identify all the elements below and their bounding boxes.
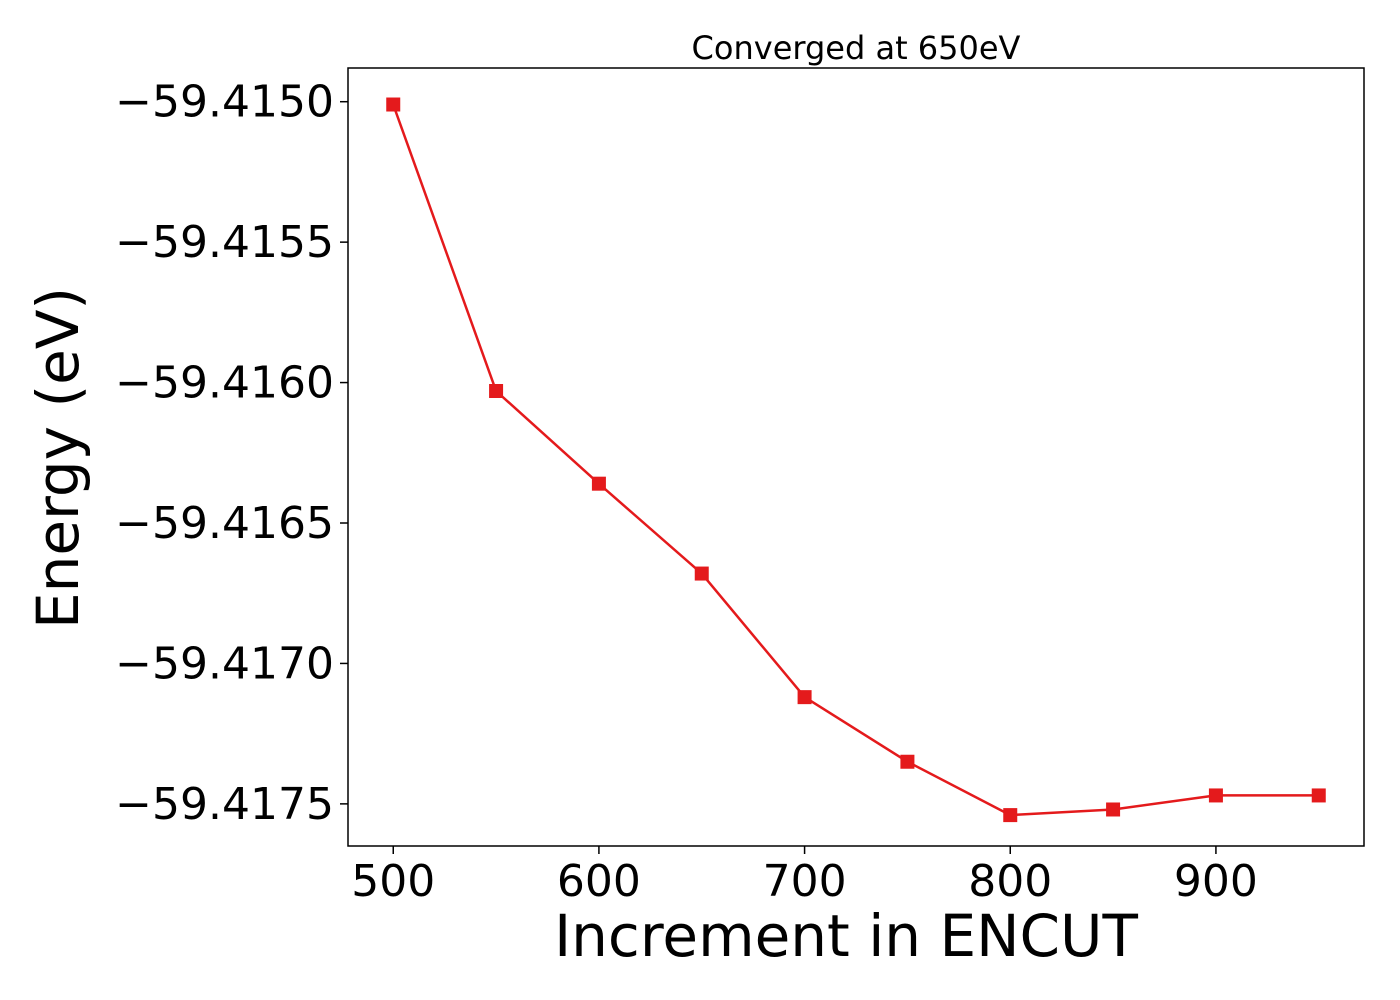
data-point (1003, 808, 1018, 823)
y-tick-label: −59.4165 (115, 498, 334, 549)
x-tick-label: 800 (968, 856, 1052, 907)
y-tick-label: −59.4175 (115, 779, 334, 830)
data-point (1208, 788, 1223, 803)
y-tick-label: −59.4150 (115, 77, 334, 128)
x-tick-label: 900 (1174, 856, 1258, 907)
data-point (386, 97, 401, 112)
data-point (900, 754, 915, 769)
y-tick-label: −59.4170 (115, 638, 334, 689)
y-tick-label: −59.4155 (115, 217, 334, 268)
data-point (1106, 802, 1121, 817)
chart-title: Converged at 650eV (692, 29, 1021, 67)
data-point (591, 476, 606, 491)
data-point (489, 383, 504, 398)
x-axis-label: Increment in ENCUT (554, 902, 1138, 970)
plot-area (386, 97, 1326, 823)
x-tick-label: 500 (351, 856, 435, 907)
x-axis: 500 600 700 800 900 (351, 846, 1258, 907)
plot-frame (347, 67, 1365, 847)
data-point (797, 690, 812, 705)
data-point (1311, 788, 1326, 803)
data-point (694, 566, 709, 581)
y-axis-label: Energy (eV) (24, 287, 92, 629)
x-tick-label: 600 (557, 856, 641, 907)
y-tick-label: −59.4160 (115, 358, 334, 409)
series-line (392, 104, 1319, 817)
x-tick-label: 700 (763, 856, 847, 907)
y-axis: −59.4150 −59.4155 −59.4160 −59.4165 −59.4170… (115, 77, 348, 830)
